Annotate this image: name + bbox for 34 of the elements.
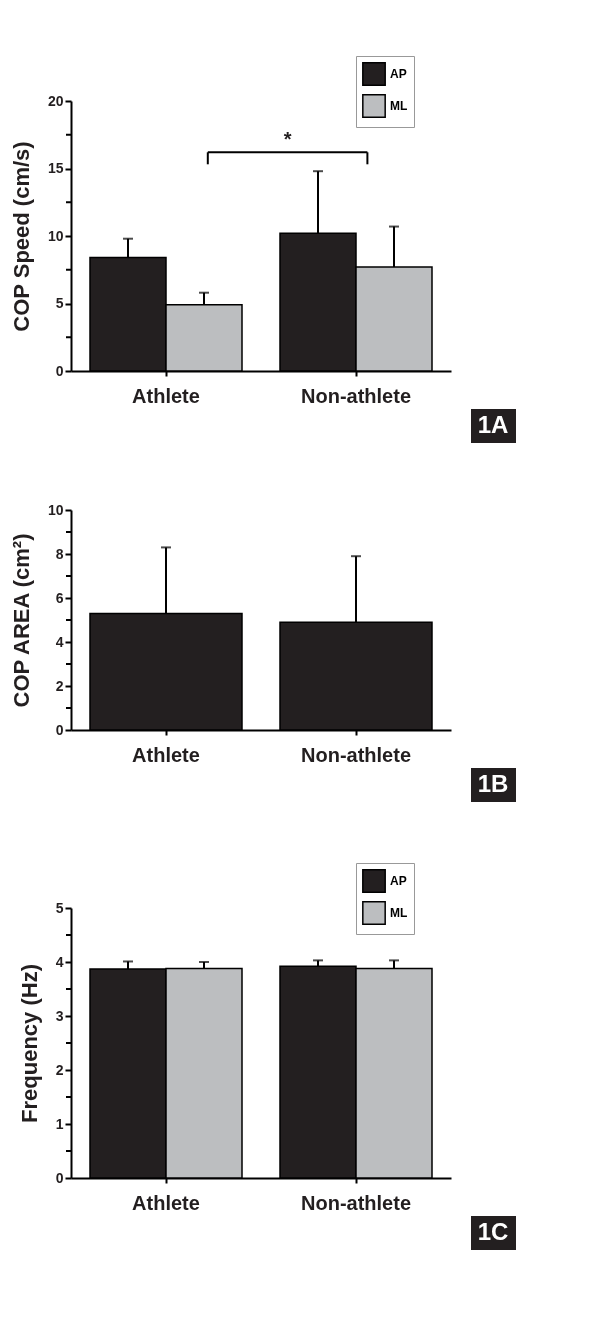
text: 1C — [477, 1218, 509, 1245]
text: 1B — [477, 770, 509, 797]
y-tick-label: 2 — [55, 677, 64, 694]
y-axis-title: COP Speed (cm/s) — [8, 141, 34, 332]
y-tick-label: 0 — [55, 1169, 64, 1186]
x-tick-label: Athlete — [132, 743, 200, 766]
legend-label: ML — [390, 906, 408, 920]
y-tick-label: 0 — [55, 362, 64, 379]
x-tick-label: Athlete — [132, 1191, 200, 1214]
legend-label: ML — [390, 99, 408, 113]
y-tick-label: 1 — [55, 1115, 64, 1132]
y-tick-label: 4 — [55, 633, 64, 650]
x-tick-label: Non-athlete — [301, 743, 411, 766]
y-tick-label: 10 — [47, 227, 64, 244]
y-axis-title: Frequency (Hz) — [16, 964, 42, 1123]
annotation: * — [283, 128, 292, 151]
legend-label: AP — [390, 67, 407, 81]
y-tick-label: 6 — [55, 589, 64, 606]
y-tick-label: 3 — [55, 1007, 64, 1024]
text: 1A — [477, 411, 509, 438]
y-tick-label: 5 — [55, 899, 64, 916]
y-tick-label: 4 — [55, 953, 64, 970]
legend-label: AP — [390, 874, 407, 888]
y-tick-label: 0 — [55, 721, 64, 738]
x-tick-label: Non-athlete — [301, 384, 411, 407]
x-tick-label: Athlete — [132, 384, 200, 407]
y-tick-label: 5 — [55, 295, 64, 311]
x-tick-label: Non-athlete — [301, 1191, 411, 1214]
y-tick-label: 10 — [47, 501, 64, 518]
y-tick-label: 8 — [55, 545, 64, 562]
y-tick-label: 20 — [47, 92, 64, 109]
y-tick-label: 15 — [47, 160, 64, 176]
y-axis-title: COP AREA (cm²) — [8, 533, 34, 708]
y-tick-label: 2 — [55, 1061, 64, 1078]
